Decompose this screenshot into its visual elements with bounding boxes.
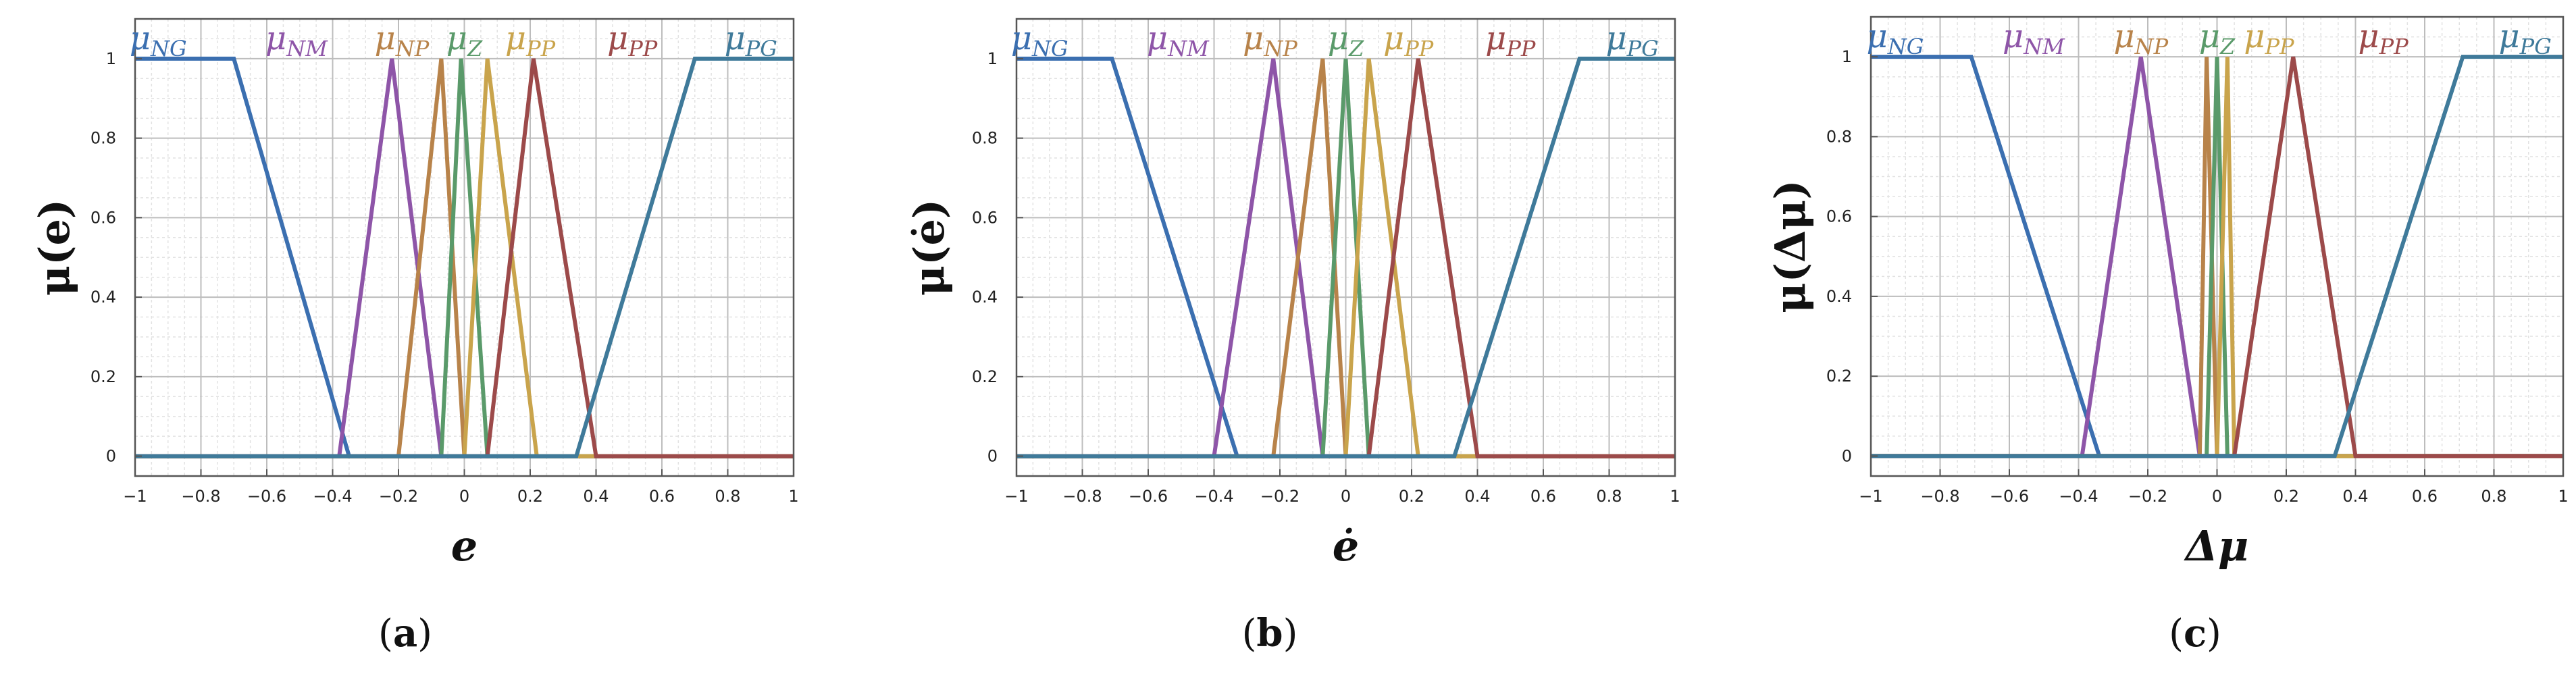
chart-a-svg: −1 −0.8 −0.6 −0.4 −0.2 0 0.2 0.4 0.6 0.8 1 0 0.2 0.4 0… — [30, 18, 799, 571]
mf-label-z: μZ — [446, 20, 483, 61]
mf-label-np: μNP — [375, 20, 430, 61]
y-tick-label: 0.2 — [91, 367, 116, 386]
mf-label-pg: μPG — [1605, 20, 1658, 61]
x-tick-label: 0.2 — [517, 487, 543, 506]
mf-label-pp: μPP — [607, 20, 658, 61]
chart-b-svg: −1 −0.8 −0.6 −0.4 −0.2 0 0.2 0.4 0.6 0.8 1 0 0.2 0.4 0… — [904, 18, 1680, 571]
x-tick-label: −0.8 — [1062, 487, 1102, 506]
mf-label-nm: μNM — [2003, 18, 2065, 59]
y-tick-label: 0.4 — [972, 288, 998, 307]
y-tick-label: 1 — [1842, 47, 1852, 66]
y-tick-label: 0.8 — [91, 129, 116, 148]
x-tick-label: −1 — [123, 487, 147, 506]
x-tick-label: 0.4 — [583, 487, 609, 506]
mf-label-ng: μNG — [1011, 20, 1068, 61]
x-tick-label: 1 — [788, 487, 798, 506]
x-tick-label: −0.4 — [1194, 487, 1233, 506]
x-axis-title: e — [451, 521, 478, 571]
y-tick-label: 0 — [987, 447, 998, 466]
caption-b: (b) — [1241, 611, 1298, 656]
mf-label-z: μZ — [2199, 18, 2236, 59]
x-tick-label: −0.6 — [1129, 487, 1168, 506]
x-tick-label: −0.2 — [379, 487, 418, 506]
y-tick-label: 0.6 — [972, 208, 998, 227]
y-axis-title: μ(Δμ) — [1766, 180, 1815, 313]
x-tick-label: −0.4 — [2059, 487, 2098, 506]
mf-label-pp: μPP — [505, 20, 556, 61]
x-tick-label: 0.8 — [715, 487, 740, 506]
x-tick-label: −0.8 — [181, 487, 220, 506]
x-tick-label: −1 — [1004, 487, 1028, 506]
x-tick-label: 0.8 — [1596, 487, 1622, 506]
mf-label-pg: μPG — [724, 20, 777, 61]
chart-panel-a: −1 −0.8 −0.6 −0.4 −0.2 0 0.2 0.4 0.6 0.8 1 0 0.2 0.4 0… — [0, 0, 838, 684]
series-line-pg — [135, 56, 794, 458]
x-tick-label: 0.4 — [1464, 487, 1490, 506]
x-tick-label: −1 — [1859, 487, 1882, 506]
y-tick-label: 0.6 — [1826, 207, 1852, 226]
y-tick-label: 0.8 — [1826, 127, 1852, 146]
x-tick-label: −0.2 — [1260, 487, 1299, 506]
y-tick-label: 0.2 — [972, 367, 998, 386]
y-tick-label: 0 — [1842, 446, 1852, 465]
x-tick-label: 0.2 — [2273, 487, 2299, 506]
x-tick-label: 0.2 — [1399, 487, 1424, 506]
mf-label-ng: μNG — [1866, 18, 1924, 59]
x-tick-label: 0.6 — [2412, 487, 2438, 506]
mf-label-np: μNP — [2113, 18, 2168, 59]
x-tick-label: 0.6 — [649, 487, 675, 506]
chart-panel-c: −1 −0.8 −0.6 −0.4 −0.2 0 0.2 0.4 0.6 0.8 1 0 0.2 0.4 0… — [1756, 0, 2576, 684]
x-tick-label: 0.6 — [1530, 487, 1556, 506]
x-tick-label: 0.8 — [2481, 487, 2506, 506]
mf-label-np: μNP — [1243, 20, 1297, 61]
mf-label-pp: μPP — [1485, 20, 1536, 61]
y-tick-label: 0.6 — [91, 208, 116, 227]
y-tick-label: 0 — [106, 447, 116, 466]
mf-label-pg: μPG — [2498, 18, 2551, 59]
x-tick-label: −0.2 — [2128, 487, 2167, 506]
x-tick-label: 0.4 — [2342, 487, 2368, 506]
mf-label-nm: μNM — [1147, 20, 1210, 61]
x-tick-label: 0 — [2212, 487, 2222, 506]
mf-label-nm: μNM — [265, 20, 328, 61]
chart-panel-b: −1 −0.8 −0.6 −0.4 −0.2 0 0.2 0.4 0.6 0.8 1 0 0.2 0.4 0… — [878, 0, 1716, 684]
mf-label-pp: μPP — [2244, 18, 2294, 59]
y-tick-label: 0.4 — [1826, 287, 1852, 306]
series-line-pg — [1871, 55, 2563, 458]
series-line-pg — [1016, 56, 1675, 458]
mf-label-ng: μNG — [130, 20, 187, 61]
y-tick-label: 0.8 — [972, 129, 998, 148]
y-tick-label: 1 — [987, 49, 998, 68]
caption-a: (a) — [378, 611, 432, 656]
caption-c: (c) — [2169, 611, 2221, 656]
x-tick-label: −0.4 — [313, 487, 352, 506]
mf-label-pp: μPP — [2358, 18, 2408, 59]
mf-label-z: μZ — [1328, 20, 1364, 61]
chart-c-svg: −1 −0.8 −0.6 −0.4 −0.2 0 0.2 0.4 0.6 0.8 1 0 0.2 0.4 0… — [1766, 16, 2569, 571]
x-tick-label: 1 — [1670, 487, 1680, 506]
y-axis-title: μ(ė) — [904, 199, 954, 296]
x-axis-title: ė — [1333, 521, 1359, 571]
y-axis-title: μ(e) — [30, 199, 79, 296]
y-tick-label: 0.4 — [91, 288, 116, 307]
y-tick-label: 0.2 — [1826, 367, 1852, 386]
x-tick-label: 0 — [1341, 487, 1351, 506]
x-tick-label: −0.6 — [247, 487, 286, 506]
x-tick-label: −0.6 — [1990, 487, 2029, 506]
x-tick-label: 0 — [459, 487, 469, 506]
mf-label-pp: μPP — [1383, 20, 1434, 61]
x-axis-title: Δμ — [2184, 521, 2248, 571]
x-tick-label: 1 — [2558, 487, 2568, 506]
y-tick-label: 1 — [106, 49, 116, 68]
x-tick-label: −0.8 — [1920, 487, 1959, 506]
